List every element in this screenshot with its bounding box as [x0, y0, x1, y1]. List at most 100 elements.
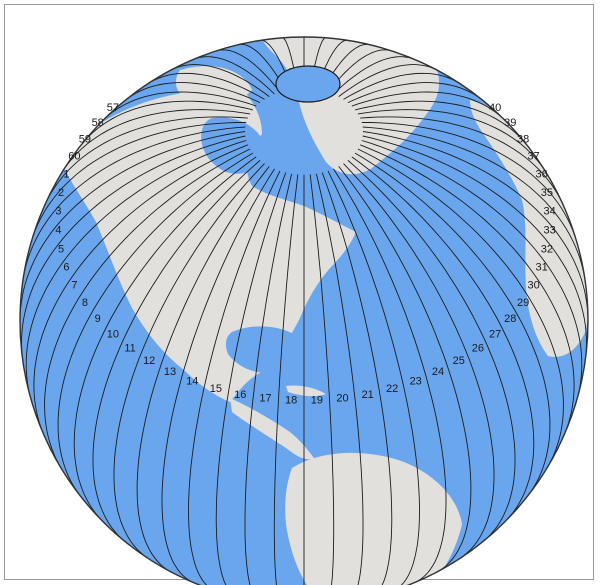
zone-label-20: 20	[336, 393, 348, 405]
zone-label-17: 17	[259, 393, 271, 405]
meridian-line	[338, 166, 472, 573]
meridian-line	[57, 152, 254, 497]
meridian-line	[343, 163, 495, 560]
zone-label-3: 3	[55, 206, 61, 218]
meridian-line	[273, 174, 299, 585]
meridian-line	[100, 91, 257, 124]
zone-label-28: 28	[504, 313, 516, 325]
meridian-line	[244, 173, 293, 585]
zone-label-22: 22	[386, 383, 398, 395]
zone-label-37: 37	[527, 151, 539, 163]
meridian-line	[354, 100, 530, 148]
meridian-line	[216, 49, 281, 93]
zone-label-59: 59	[79, 134, 91, 146]
zone-label-39: 39	[504, 117, 516, 129]
meridian-line	[354, 152, 551, 497]
meridian-line	[351, 91, 508, 124]
zone-label-57: 57	[107, 102, 119, 114]
meridian-line	[321, 172, 393, 585]
meridian-line	[343, 72, 460, 100]
zone-label-24: 24	[432, 366, 444, 378]
zone-label-32: 32	[541, 243, 553, 255]
meridian-line	[78, 100, 254, 148]
meridian-line	[25, 140, 247, 403]
land-greenland	[255, 37, 439, 175]
meridian-line	[357, 148, 564, 470]
meridian-line	[347, 82, 485, 104]
meridian-line	[123, 82, 261, 104]
meridian-line	[361, 122, 578, 243]
zone-label-27: 27	[489, 328, 501, 340]
meridian-line	[60, 109, 251, 176]
zone-label-18: 18	[285, 395, 297, 407]
zone-label-60: 60	[68, 151, 80, 163]
zone-label-33: 33	[543, 225, 555, 237]
meridian-line	[362, 131, 589, 323]
meridian-line	[30, 122, 247, 243]
meridian-line	[347, 160, 516, 543]
meridian-line	[148, 72, 265, 100]
meridian-line	[327, 49, 392, 93]
land-caribbean	[286, 385, 326, 397]
meridian-line	[327, 170, 420, 585]
zone-label-30: 30	[527, 280, 539, 292]
meridian-line	[362, 135, 587, 363]
zone-label-31: 31	[535, 262, 547, 274]
meridian-line	[161, 168, 275, 584]
zone-label-14: 14	[186, 375, 198, 387]
zone-label-58: 58	[92, 117, 104, 129]
zone-label-40: 40	[489, 102, 501, 114]
meridian-line	[44, 116, 248, 205]
zone-label-11: 11	[124, 342, 135, 354]
zone-label-9: 9	[95, 313, 101, 325]
meridian-line	[357, 109, 548, 176]
meridian-line	[19, 131, 246, 323]
meridian-line	[237, 43, 287, 91]
meridian-line	[361, 140, 583, 403]
meridian-line	[333, 56, 415, 95]
zone-label-16: 16	[234, 389, 246, 401]
meridian-line	[92, 160, 261, 543]
meridian-lines	[19, 37, 589, 585]
meridian-line	[333, 168, 447, 584]
meridian-line	[351, 156, 535, 521]
zone-label-15: 15	[210, 383, 222, 395]
zone-label-34: 34	[543, 206, 555, 218]
meridian-line	[338, 64, 438, 97]
meridian-line	[22, 126, 246, 282]
land-south-america	[285, 452, 462, 585]
zone-label-5: 5	[58, 243, 64, 255]
zone-label-6: 6	[63, 262, 69, 274]
zone-label-4: 4	[55, 225, 61, 237]
meridian-line	[136, 166, 270, 573]
land-central-america	[230, 398, 314, 460]
zone-label-12: 12	[143, 355, 155, 367]
meridian-line	[21, 135, 246, 363]
zone-label-38: 38	[517, 134, 529, 146]
zone-label-2: 2	[58, 187, 64, 199]
zone-label-10: 10	[107, 328, 119, 340]
zone-label-25: 25	[453, 355, 465, 367]
meridian-line	[360, 116, 564, 205]
zone-label-26: 26	[472, 342, 484, 354]
zone-label-8: 8	[82, 297, 88, 309]
land-europe	[470, 100, 588, 357]
meridian-line	[44, 148, 251, 470]
zone-label-35: 35	[541, 187, 553, 199]
land-arctic-islands	[175, 66, 252, 106]
globe-outline	[19, 36, 589, 585]
zone-label-1: 1	[63, 169, 69, 181]
zone-label-21: 21	[362, 389, 374, 401]
land-north-america	[60, 90, 356, 402]
zone-label-13: 13	[164, 366, 176, 378]
meridian-line	[188, 170, 281, 585]
zone-label-19: 19	[311, 395, 323, 407]
meridian-line	[193, 56, 275, 95]
meridian-line	[362, 126, 586, 282]
meridian-line	[170, 64, 270, 97]
meridian-line	[309, 174, 335, 585]
north-pole	[275, 65, 341, 103]
meridian-line	[33, 144, 248, 440]
